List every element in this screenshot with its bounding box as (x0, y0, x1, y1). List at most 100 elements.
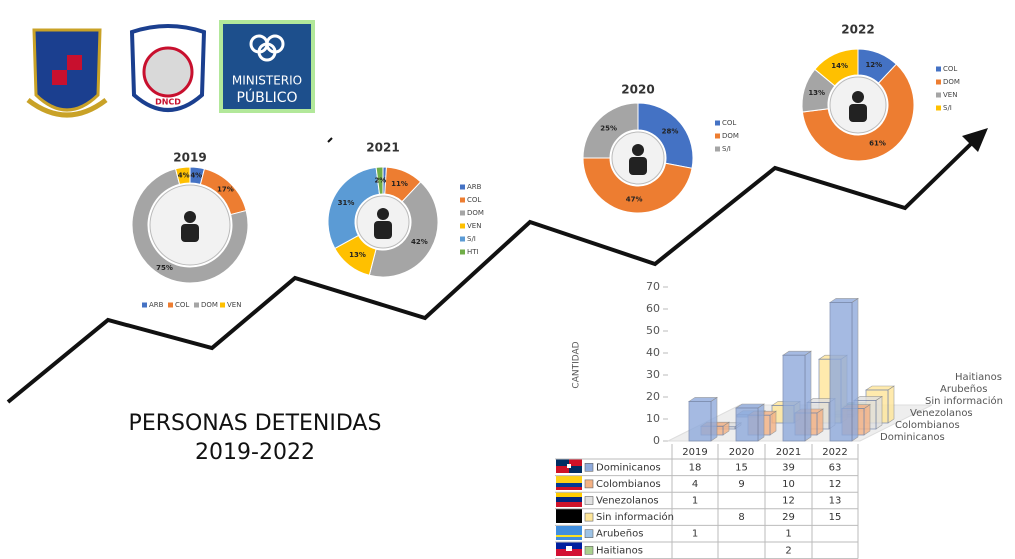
main-subtitle: 2019-2022 (195, 440, 315, 465)
bar-side (804, 350, 812, 442)
data-label: 75% (156, 264, 173, 272)
legend-swatch (715, 133, 720, 139)
bar-side (863, 404, 871, 436)
row-header: Haitianos (596, 545, 643, 556)
table-cell: 63 (829, 462, 842, 473)
bar (735, 407, 759, 442)
donut-slice (375, 166, 384, 195)
data-label: 12% (865, 61, 882, 69)
legend-swatch (168, 302, 173, 308)
depth-label: Arubeños (940, 384, 987, 395)
legend-swatch (584, 529, 594, 539)
logo-text: PÚBLICO (236, 88, 297, 106)
data-label: 31% (338, 199, 355, 207)
tick-dash (327, 137, 333, 143)
table-cell: 1 (692, 529, 698, 540)
legend-swatch (584, 479, 594, 489)
donut-slice (368, 181, 439, 278)
legend-swatch (715, 120, 720, 126)
center-figure (184, 211, 196, 223)
bar (782, 354, 806, 442)
data-label: 4% (178, 171, 190, 179)
legend-label: DOM (722, 132, 739, 140)
data-label: 2% (374, 177, 386, 185)
depth-label: Colombianos (895, 420, 960, 431)
flags (556, 459, 582, 556)
y-tick-label: 30 (646, 368, 660, 381)
legend-label: COL (943, 65, 957, 73)
logo-dncd: DNCD (129, 24, 207, 112)
y-tick-label: 60 (646, 302, 660, 315)
legend-swatch (936, 105, 941, 111)
table-cell: 29 (782, 512, 795, 523)
y-tick-label: 10 (646, 412, 660, 425)
donut-slice (582, 102, 639, 159)
legend-swatch (460, 184, 465, 190)
center-figure (852, 91, 864, 103)
legend-label: S/I (467, 235, 476, 243)
legend-label: ARB (149, 301, 164, 309)
legend-swatch (460, 236, 465, 242)
depth-label: Dominicanos (880, 432, 945, 443)
legend-swatch (194, 302, 199, 308)
depth-label: Haitianos (955, 372, 1002, 383)
bar-side (851, 297, 859, 442)
main-title: PERSONAS DETENIDAS (129, 411, 382, 436)
legend-swatch (584, 512, 594, 522)
bar (829, 301, 853, 442)
donut-slice (327, 166, 381, 250)
legend-label: COL (722, 119, 736, 127)
arrow-head (962, 128, 988, 152)
data-label: 17% (217, 186, 234, 194)
legend-swatch (460, 249, 465, 255)
data-label: 47% (626, 195, 643, 203)
center-figure (181, 224, 199, 242)
legend-label: ARB (467, 183, 482, 191)
table-cell: 2 (785, 545, 791, 556)
bar-side (875, 395, 883, 430)
chart-title: 2021 (366, 141, 399, 155)
legend-swatch (584, 462, 594, 472)
logo-text: MINISTERIO (232, 74, 302, 88)
y-tick-label: 20 (646, 390, 660, 403)
legend-swatch (936, 66, 941, 72)
table-cell: 9 (738, 479, 744, 490)
legend-label: DOM (467, 209, 484, 217)
chart-title: 2019 (173, 151, 206, 165)
table-cell: 10 (782, 479, 795, 490)
table-cell: 4 (692, 479, 698, 490)
legend-label: S/I (722, 145, 731, 153)
data-label: 42% (411, 238, 428, 246)
table-cell: 12 (782, 496, 795, 507)
column-header: 2021 (776, 447, 801, 458)
data-label: 25% (600, 125, 617, 133)
legend-swatch (936, 92, 941, 98)
legend-label: DOM (943, 78, 960, 86)
center-figure (629, 157, 647, 175)
data-label: 61% (869, 139, 886, 147)
depth-label: Venezolanos (910, 408, 973, 419)
table-cell: 18 (689, 462, 702, 473)
data-label: 4% (190, 171, 202, 179)
table-cell: 39 (782, 462, 795, 473)
y-tick-label: 70 (646, 280, 660, 293)
legend-swatch (460, 210, 465, 216)
legend-label: S/I (943, 104, 952, 112)
legend-label: VEN (943, 91, 957, 99)
bar-side (710, 396, 718, 442)
y-tick-label: 0 (653, 434, 660, 447)
donut-slice (174, 166, 191, 185)
bar (688, 400, 712, 442)
y-axis-label: CANTIDAD (572, 341, 582, 388)
legend-swatch (460, 197, 465, 203)
legend-swatch (220, 302, 225, 308)
y-tick-label: 40 (646, 346, 660, 359)
trend-line (6, 138, 977, 404)
chart-title: 2020 (621, 83, 654, 97)
legend-label: DOM (201, 301, 218, 309)
row-header: Dominicanos (596, 462, 661, 473)
bar-side (887, 385, 895, 424)
column-header: 2022 (822, 447, 847, 458)
legend-swatch (584, 496, 594, 505)
table-cell: 15 (735, 462, 748, 473)
